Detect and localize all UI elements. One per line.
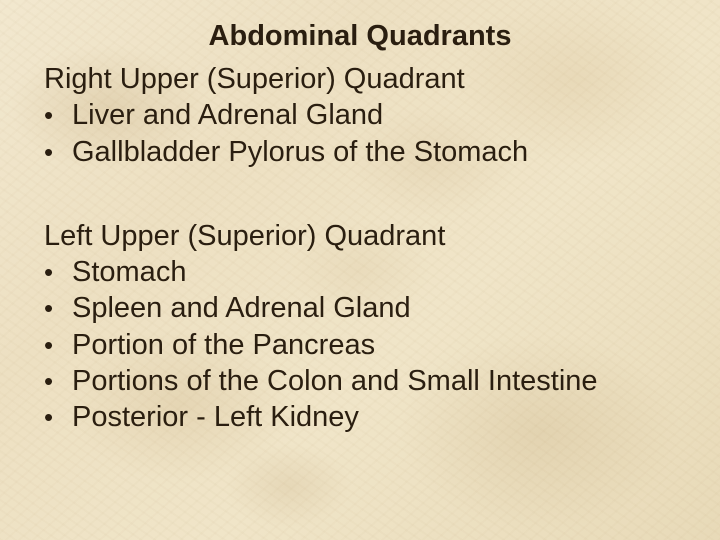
bullet-item: • Posterior - Left Kidney	[44, 399, 676, 435]
bullet-item: • Spleen and Adrenal Gland	[44, 290, 676, 326]
bullet-icon: •	[44, 365, 72, 398]
bullet-text: Gallbladder Pylorus of the Stomach	[72, 134, 528, 170]
bullet-icon: •	[44, 329, 72, 362]
bullet-item: • Portions of the Colon and Small Intest…	[44, 363, 676, 399]
bullet-text: Liver and Adrenal Gland	[72, 97, 383, 133]
section-heading: Left Upper (Superior) Quadrant	[44, 218, 676, 254]
bullet-icon: •	[44, 99, 72, 132]
bullet-text: Posterior - Left Kidney	[72, 399, 359, 435]
slide: Abdominal Quadrants Right Upper (Superio…	[0, 0, 720, 540]
bullet-text: Portions of the Colon and Small Intestin…	[72, 363, 598, 399]
bullet-icon: •	[44, 136, 72, 169]
bullet-item: • Portion of the Pancreas	[44, 327, 676, 363]
slide-title: Abdominal Quadrants	[44, 20, 676, 53]
bullet-text: Stomach	[72, 254, 186, 290]
bullet-item: • Stomach	[44, 254, 676, 290]
bullet-text: Spleen and Adrenal Gland	[72, 290, 411, 326]
bullet-item: • Liver and Adrenal Gland	[44, 97, 676, 133]
bullet-text: Portion of the Pancreas	[72, 327, 375, 363]
bullet-icon: •	[44, 292, 72, 325]
bullet-icon: •	[44, 256, 72, 289]
section-heading: Right Upper (Superior) Quadrant	[44, 61, 676, 97]
bullet-item: • Gallbladder Pylorus of the Stomach	[44, 134, 676, 170]
bullet-icon: •	[44, 401, 72, 434]
section-gap	[44, 170, 676, 218]
